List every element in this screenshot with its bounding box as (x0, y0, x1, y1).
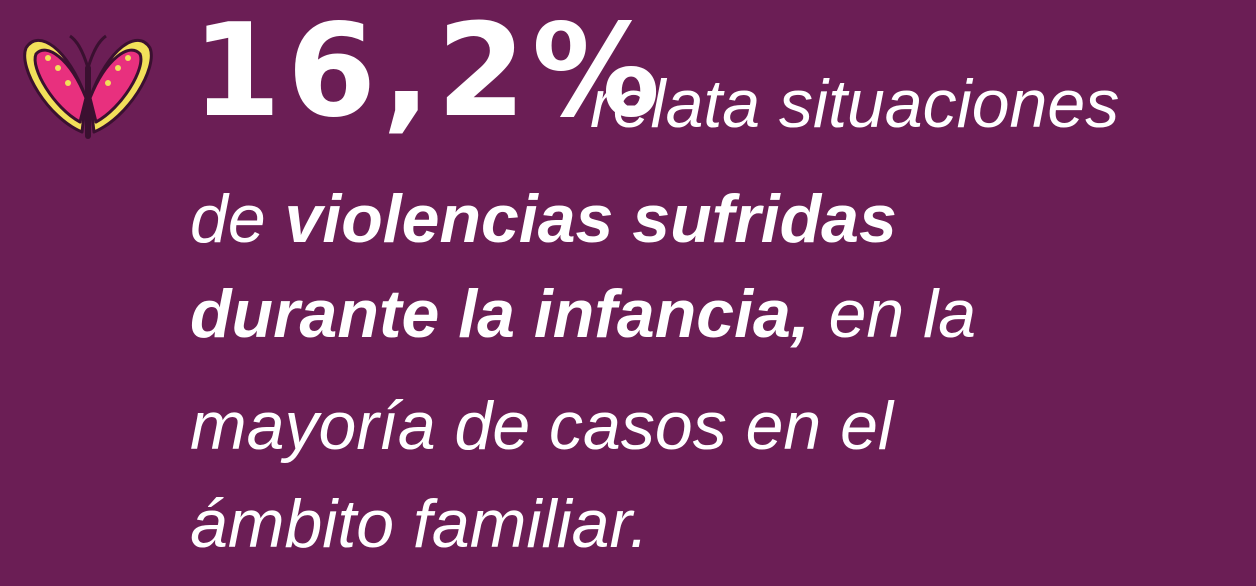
butterfly-icon (23, 34, 153, 139)
bold-text: violencias sufridas (284, 181, 897, 257)
bold-text: durante la infancia, (190, 276, 810, 352)
text-line: ámbito familiar. (190, 490, 649, 558)
text-line: mayoría de casos en el (190, 392, 893, 460)
text: de (190, 181, 285, 257)
text-line: relata situaciones (590, 70, 1119, 138)
text: relata situaciones (590, 66, 1120, 142)
text-line: de violencias sufridas (190, 185, 897, 253)
text: ámbito familiar. (190, 486, 649, 562)
text: en la (809, 276, 977, 352)
text: mayoría de casos en el (190, 388, 894, 464)
text-line: durante la infancia, en la (190, 280, 976, 348)
stat: 16,2% (192, 0, 667, 146)
